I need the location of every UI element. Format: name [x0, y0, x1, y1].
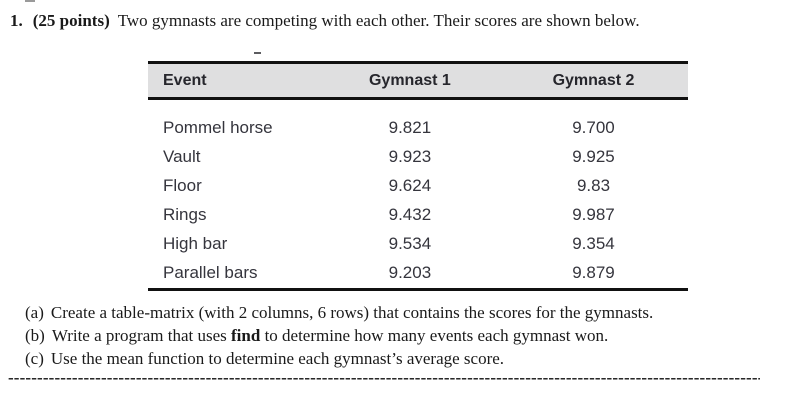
question-b-label: (b): [25, 326, 45, 345]
gymnast1-score-cell: 9.432: [388, 204, 432, 224]
gymnast2-score-cell: 9.83: [576, 175, 611, 195]
table-header-row: Event Gymnast 1 Gymnast 2: [148, 64, 688, 97]
event-cell: Pommel horse: [163, 117, 273, 137]
question-c-text: Use the mean function to determine each …: [50, 349, 505, 368]
event-cell: High bar: [163, 233, 228, 253]
event-cell: Rings: [163, 204, 207, 224]
problem-points: (25 points): [32, 11, 110, 30]
question-b: (b) Write a program that uses find to det…: [25, 326, 609, 345]
table-header-border: [148, 97, 688, 100]
gymnast2-score-cell: 9.700: [572, 117, 615, 137]
table-bottom-border: [148, 288, 688, 291]
gymnast1-score-cell: 9.534: [388, 233, 432, 253]
problem-number: 1.: [10, 11, 23, 30]
question-b-text: Write a program that uses: [51, 326, 232, 345]
dashed-divider: ----------------------------------------…: [8, 368, 760, 387]
question-a: (a) Create a table-matrix (with 2 columns…: [25, 301, 653, 324]
scan-artifact-top: [25, 0, 35, 2]
column-header-event: Event: [163, 71, 207, 89]
table-row: Rings 9.432 9.987: [148, 200, 688, 229]
gymnast1-score-cell: 9.203: [388, 262, 432, 282]
question-c: (c) Use the mean function to determine ea…: [25, 347, 653, 370]
gymnast1-score-cell: 9.624: [388, 175, 432, 195]
gymnast1-score-cell: 9.923: [388, 146, 432, 166]
table-row: Floor 9.624 9.83: [148, 171, 688, 200]
gymnast2-score-cell: 9.987: [572, 204, 615, 224]
question-c-label: (c): [25, 349, 44, 368]
problem-title: 1. (25 points) Two gymnasts are competing…: [10, 10, 780, 31]
table-row: Vault 9.923 9.925: [148, 142, 688, 171]
column-header-gymnast2: Gymnast 2: [552, 71, 635, 89]
gymnast2-score-cell: 9.354: [572, 233, 615, 253]
find-keyword: find: [231, 326, 261, 345]
column-header-gymnast1: Gymnast 1: [368, 71, 451, 89]
table-row: Pommel horse 9.821 9.700: [148, 113, 688, 142]
scores-table: Event Gymnast 1 Gymnast 2 Pommel horse 9…: [148, 61, 688, 291]
table-body: Pommel horse 9.821 9.700 Vault 9.923 9.9…: [148, 100, 688, 288]
table-row: High bar 9.534 9.354: [148, 229, 688, 258]
question-list: (a) Create a table-matrix (with 2 columns…: [25, 301, 653, 370]
event-cell: Floor: [163, 175, 202, 195]
gymnast1-score-cell: 9.821: [388, 117, 432, 137]
gymnast2-score-cell: 9.879: [572, 262, 615, 282]
question-a-text: Create a table-matrix (with 2 columns, 6…: [50, 303, 654, 322]
stray-dash-mark: [254, 52, 261, 54]
event-cell: Vault: [163, 146, 201, 166]
table-row: Parallel bars 9.203 9.879: [148, 258, 688, 287]
event-cell: Parallel bars: [163, 262, 258, 282]
question-a-label: (a): [25, 303, 44, 322]
problem-statement: Two gymnasts are competing with each oth…: [117, 11, 640, 30]
table-top-border: [148, 61, 688, 64]
gymnast2-score-cell: 9.925: [572, 146, 615, 166]
